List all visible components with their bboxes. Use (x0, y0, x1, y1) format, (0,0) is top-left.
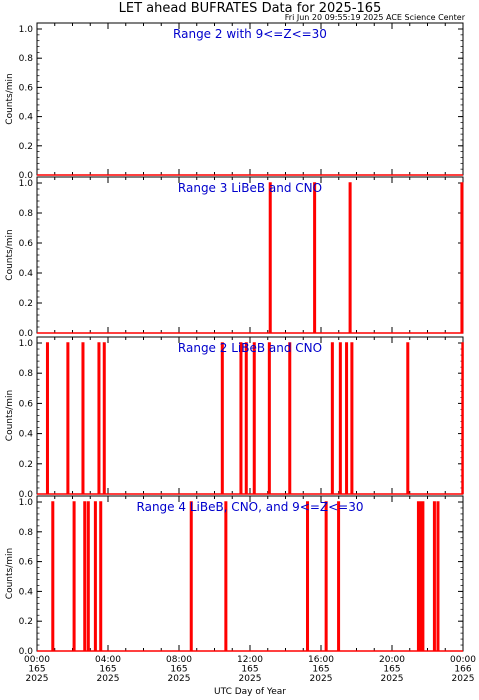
data-series-line (37, 501, 463, 652)
y-tick-label: 0.4 (19, 113, 34, 123)
panel-title: Range 2 with 9<=Z<=30 (173, 27, 327, 41)
x-tick-label: 2025 (168, 674, 191, 684)
x-tick-label: 00:00 (450, 655, 476, 665)
x-tick-label: 165 (170, 665, 187, 675)
panel-title: Range 3 LiBeB and CNO (178, 181, 322, 195)
y-tick-label: 1.0 (19, 498, 34, 508)
y-tick-label: 0.8 (19, 209, 34, 219)
x-tick-label: 04:00 (95, 655, 121, 665)
y-tick-label: 0.2 (19, 299, 33, 309)
x-tick-label: 166 (454, 665, 471, 675)
panel-1: 0.0 0.2 0.4 0.6 0.8 1.0 Counts/min Range 2 with… (5, 22, 464, 181)
x-tick-label: 2025 (97, 674, 120, 684)
y-tick-label: 0.6 (19, 239, 34, 249)
y-axis-label: Counts/min (5, 229, 15, 280)
data-series-line (37, 342, 464, 495)
x-tick-label: 2025 (26, 674, 49, 684)
panel-title: Range 2 LiBeB and CNO (178, 341, 322, 355)
y-axis-label: Counts/min (5, 73, 15, 124)
x-tick-label: 165 (99, 665, 116, 675)
y-tick-label: 0.4 (19, 587, 34, 597)
x-tick-label: 12:00 (237, 655, 263, 665)
x-tick-label: 08:00 (166, 655, 192, 665)
panel-title: Range 4 LiBeB, CNO, and 9<=Z<=30 (137, 500, 364, 514)
y-axis-label: Counts/min (5, 390, 15, 441)
y-tick-label: 1.0 (19, 339, 34, 349)
y-tick-label: 1.0 (19, 179, 34, 189)
x-tick-label: 165 (312, 665, 329, 675)
x-axis: 00:00165202504:00165202508:00165202512:0… (24, 655, 476, 684)
y-tick-label: 0.4 (19, 269, 34, 279)
x-axis-label: UTC Day of Year (214, 687, 286, 697)
x-tick-label: 165 (241, 665, 258, 675)
y-tick-label: 0.0 (19, 647, 34, 657)
x-tick-label: 165 (28, 665, 45, 675)
y-tick-label: 0.4 (19, 430, 34, 440)
y-tick-label: 1.0 (19, 25, 34, 35)
x-tick-label: 165 (383, 665, 400, 675)
panel-frame (36, 176, 464, 334)
y-tick-label: 0.6 (19, 399, 34, 409)
y-axis-label: Counts/min (5, 548, 15, 599)
x-tick-label: 20:00 (379, 655, 405, 665)
panel-frame (36, 336, 464, 495)
data-series-line (37, 182, 464, 334)
panels-group: 0.0 0.2 0.4 0.6 0.8 1.0 Counts/min Range 2 with… (5, 22, 464, 657)
timestamp-label: Fri Jun 20 09:55:19 2025 ACE Science Cen… (285, 13, 466, 22)
x-tick-label: 2025 (381, 674, 404, 684)
y-tick-label: 0.0 (19, 329, 34, 339)
x-tick-label: 16:00 (308, 655, 334, 665)
y-tick-label: 0.6 (19, 83, 34, 93)
x-tick-label: 2025 (310, 674, 333, 684)
y-tick-label: 0.8 (19, 528, 34, 538)
panel-4: 0.0 0.2 0.4 0.6 0.8 1.0 Counts/min Range 4 LiBe… (5, 495, 464, 657)
panel-3: 0.0 0.2 0.4 0.6 0.8 1.0 Counts/min Range 2 LiBe… (5, 336, 464, 500)
panel-2: 0.0 0.2 0.4 0.6 0.8 1.0 Counts/min Range 3 LiBe… (5, 176, 464, 339)
x-tick-label: 2025 (452, 674, 475, 684)
y-tick-label: 0.8 (19, 369, 34, 379)
x-tick-label: 2025 (239, 674, 262, 684)
y-tick-label: 0.2 (19, 617, 33, 627)
y-tick-label: 0.8 (19, 54, 34, 64)
y-tick-label: 0.6 (19, 558, 34, 568)
y-tick-label: 0.0 (19, 490, 34, 500)
chart-title: LET ahead BUFRATES Data for 2025-165 (119, 1, 382, 16)
y-tick-label: 0.2 (19, 142, 33, 152)
x-tick-label: 00:00 (24, 655, 50, 665)
y-tick-label: 0.2 (19, 460, 33, 470)
y-tick-label: 0.0 (19, 171, 34, 181)
panel-frame (36, 22, 464, 176)
